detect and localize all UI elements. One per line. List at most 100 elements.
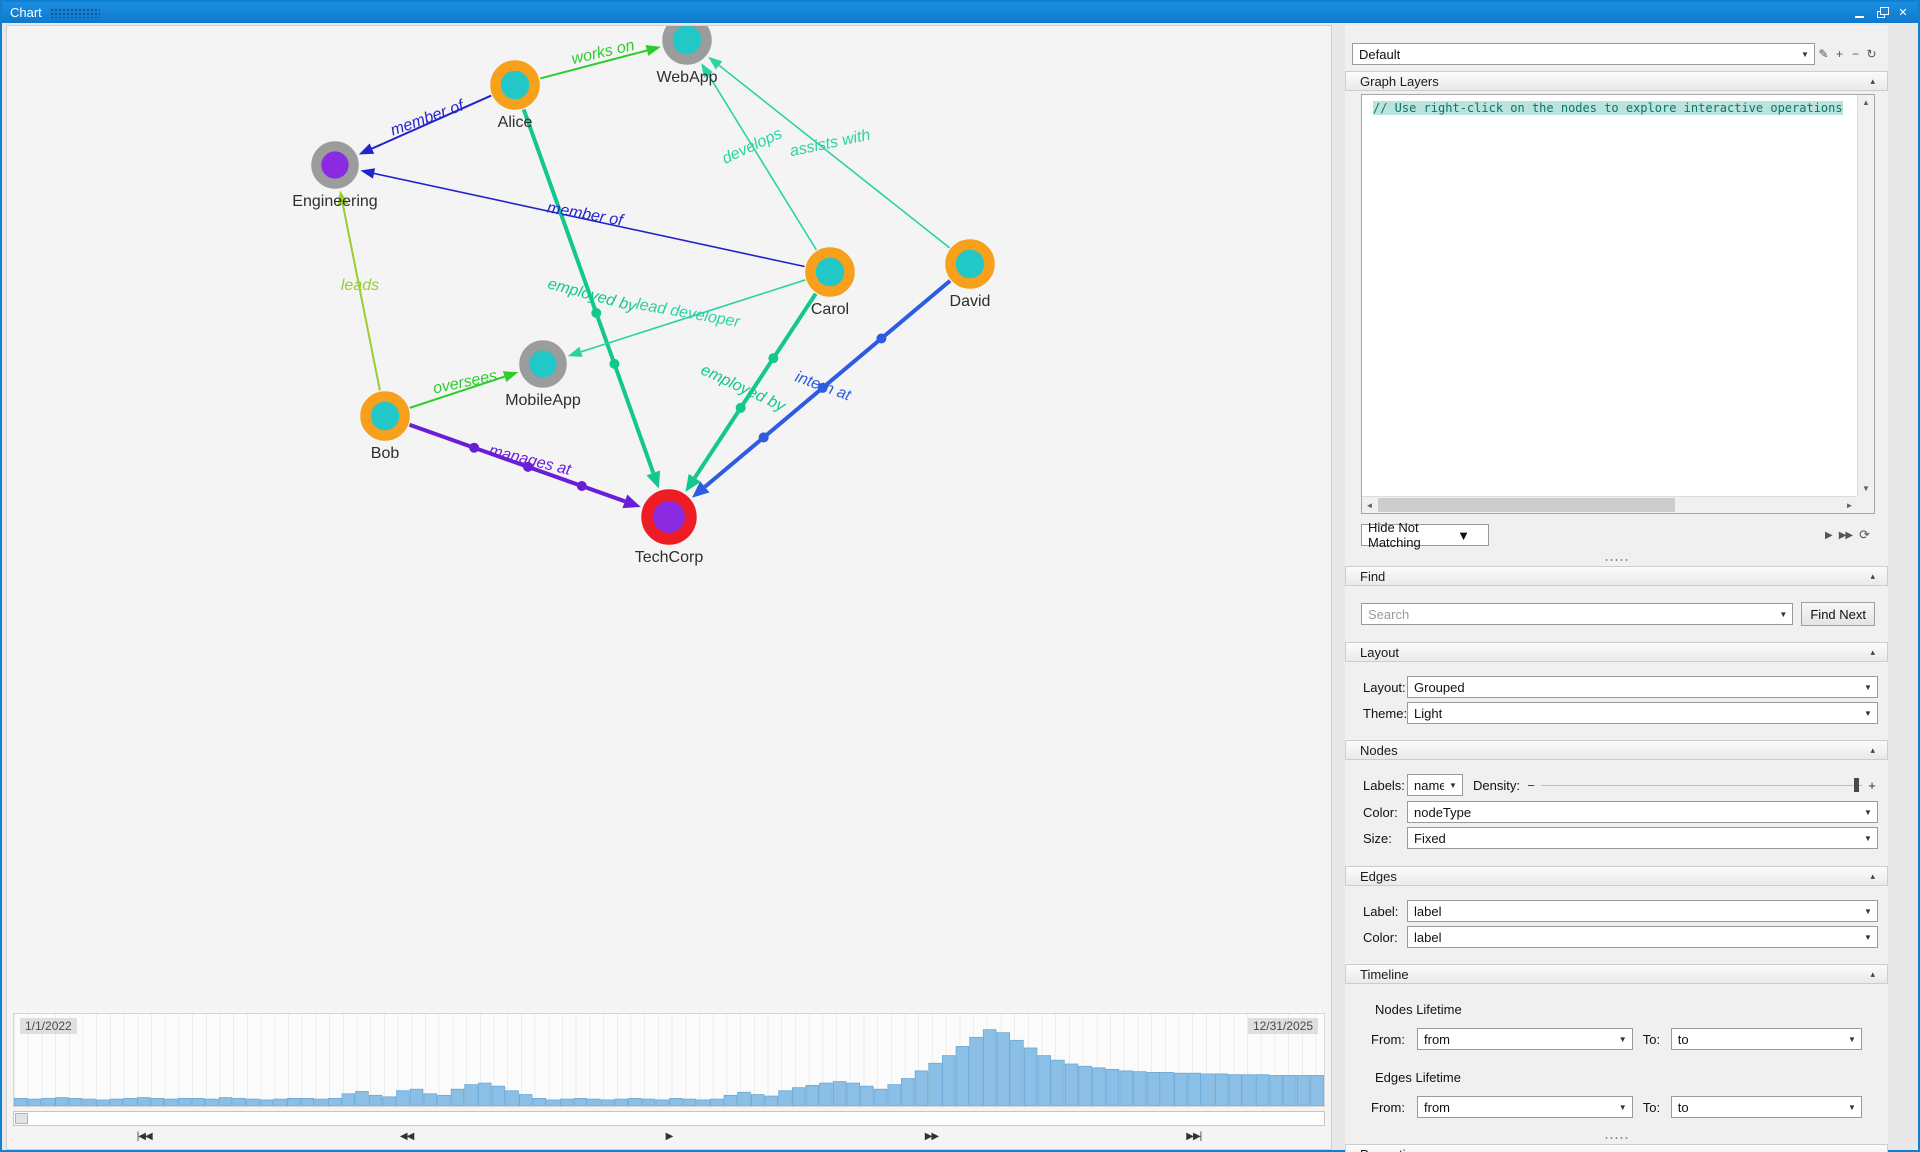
graph-node[interactable] bbox=[671, 26, 703, 56]
collapse-icon[interactable]: ▴ bbox=[1870, 1149, 1875, 1152]
node-size-select[interactable]: Fixed ▼ bbox=[1407, 827, 1878, 849]
graph-edge[interactable] bbox=[703, 279, 952, 489]
graph-node-ring[interactable] bbox=[490, 60, 540, 110]
titlebar[interactable]: Chart ✕ bbox=[2, 2, 1918, 23]
section-header-layout[interactable]: Layout ▴ bbox=[1345, 642, 1888, 662]
section-header-nodes[interactable]: Nodes ▴ bbox=[1345, 740, 1888, 760]
density-slider[interactable] bbox=[1541, 778, 1862, 792]
density-slider-thumb[interactable] bbox=[1854, 778, 1859, 792]
collapse-icon[interactable]: ▴ bbox=[1870, 870, 1875, 881]
scroll-down-icon[interactable]: ▼ bbox=[1862, 484, 1870, 493]
graph-node[interactable] bbox=[954, 248, 986, 280]
refresh-layer-icon[interactable]: ↻ bbox=[1866, 47, 1877, 61]
scroll-right-icon[interactable]: ► bbox=[1845, 500, 1854, 510]
density-increase-button[interactable]: + bbox=[1868, 777, 1876, 793]
section-header-edges[interactable]: Edges ▴ bbox=[1345, 866, 1888, 886]
scroll-left-icon[interactable]: ◄ bbox=[1365, 500, 1374, 510]
graph-node[interactable] bbox=[320, 150, 350, 180]
graph-node-ring[interactable] bbox=[360, 391, 410, 441]
graph-edge[interactable] bbox=[409, 375, 505, 409]
graph-node[interactable] bbox=[499, 69, 531, 101]
graph-layers-code-editor[interactable]: // Use right-click on the nodes to explo… bbox=[1361, 94, 1875, 514]
search-input[interactable]: Search ▼ bbox=[1361, 603, 1794, 625]
node-labels-select[interactable]: name ▼ bbox=[1407, 774, 1463, 796]
graph-edge[interactable] bbox=[373, 172, 805, 268]
collapse-icon[interactable]: ▴ bbox=[1870, 968, 1875, 979]
editor-horizontal-scrollbar[interactable]: ◄ ► bbox=[1362, 496, 1857, 513]
graph-node[interactable] bbox=[528, 349, 558, 379]
skip-end-button[interactable]: ▶▶| bbox=[1186, 1131, 1202, 1142]
graph-node[interactable] bbox=[651, 499, 687, 535]
timeline-scrollbar-thumb[interactable] bbox=[15, 1113, 28, 1124]
titlebar-drag-handle[interactable] bbox=[49, 7, 100, 18]
graph-edge[interactable] bbox=[693, 292, 818, 479]
histogram-bar bbox=[1037, 1055, 1051, 1106]
filter-row: Hide Not Matching ▼ ▶ ▶▶ ⟳ bbox=[1345, 520, 1888, 550]
graph-edge[interactable] bbox=[539, 49, 648, 80]
section-header-graph-layers[interactable]: Graph Layers ▴ bbox=[1345, 71, 1888, 91]
restore-button[interactable] bbox=[1871, 5, 1891, 21]
density-decrease-button[interactable]: − bbox=[1527, 777, 1535, 793]
graph-edge[interactable] bbox=[408, 422, 626, 504]
graph-node[interactable] bbox=[814, 256, 846, 288]
histogram-bar bbox=[982, 1029, 997, 1106]
play-button[interactable]: ▶ bbox=[665, 1131, 674, 1142]
horizontal-scrollbar-thumb[interactable] bbox=[1378, 498, 1675, 512]
graph-node-ring[interactable] bbox=[641, 489, 697, 545]
graph-node-ring[interactable] bbox=[805, 247, 855, 297]
node-color-select[interactable]: nodeType ▼ bbox=[1407, 801, 1878, 823]
dropdown-icon: ▼ bbox=[1445, 776, 1461, 794]
graph-edge[interactable] bbox=[718, 64, 951, 249]
collapse-icon[interactable]: ▴ bbox=[1870, 646, 1875, 657]
graph-edge[interactable] bbox=[521, 108, 656, 474]
edges-lifetime-to-select[interactable]: to ▼ bbox=[1670, 1096, 1862, 1118]
graph-edge[interactable] bbox=[371, 94, 492, 150]
rewind-button[interactable]: ◀◀ bbox=[399, 1131, 414, 1142]
collapse-icon[interactable]: ▴ bbox=[1870, 75, 1875, 86]
graph-node[interactable] bbox=[369, 400, 401, 432]
graph-node-ring[interactable] bbox=[662, 26, 712, 65]
remove-layer-icon[interactable]: − bbox=[1851, 47, 1859, 61]
layout-select[interactable]: Grouped ▼ bbox=[1407, 676, 1878, 698]
dropdown-icon: ▼ bbox=[1860, 803, 1876, 821]
theme-select[interactable]: Light ▼ bbox=[1407, 702, 1878, 724]
minimize-button[interactable] bbox=[1849, 5, 1869, 21]
horizontal-splitter[interactable] bbox=[1345, 1136, 1888, 1142]
edit-layer-icon[interactable]: ✎ bbox=[1818, 47, 1829, 61]
edge-label-select[interactable]: label ▼ bbox=[1407, 900, 1878, 922]
section-header-timeline[interactable]: Timeline ▴ bbox=[1345, 964, 1888, 984]
run-all-layers-icon[interactable]: ▶▶ bbox=[1838, 529, 1853, 541]
nodes-lifetime-to-select[interactable]: to ▼ bbox=[1670, 1028, 1862, 1050]
graph-edge[interactable] bbox=[341, 204, 381, 391]
editor-vertical-scrollbar[interactable]: ▲ ▼ bbox=[1857, 95, 1874, 496]
run-layer-icon[interactable]: ▶ bbox=[1825, 529, 1833, 541]
edge-waypoint-dot bbox=[876, 333, 887, 344]
auto-run-icon[interactable]: ⟳ bbox=[1859, 527, 1870, 542]
graph-canvas[interactable]: works on member of member of develops assist… bbox=[6, 25, 1332, 1150]
nodes-lifetime-from-select[interactable]: from ▼ bbox=[1417, 1028, 1633, 1050]
close-button[interactable]: ✕ bbox=[1893, 5, 1913, 21]
graph-edge[interactable] bbox=[707, 74, 818, 251]
find-next-button[interactable]: Find Next bbox=[1801, 602, 1875, 626]
timeline-scrollbar[interactable] bbox=[13, 1111, 1325, 1126]
graph-svg[interactable]: works on member of member of develops assist… bbox=[7, 26, 1331, 1149]
section-header-properties[interactable]: Properties ▴ bbox=[1345, 1144, 1888, 1152]
filter-mode-dropdown[interactable]: Hide Not Matching ▼ bbox=[1361, 520, 1489, 550]
graph-node-ring[interactable] bbox=[945, 239, 995, 289]
graph-node-ring[interactable] bbox=[519, 340, 567, 388]
collapse-icon[interactable]: ▴ bbox=[1870, 570, 1875, 581]
graph-edge[interactable] bbox=[580, 279, 806, 353]
fast-forward-button[interactable]: ▶▶ bbox=[924, 1131, 939, 1142]
horizontal-splitter[interactable] bbox=[1345, 558, 1888, 564]
scroll-up-icon[interactable]: ▲ bbox=[1862, 98, 1870, 107]
edge-color-select[interactable]: label ▼ bbox=[1407, 926, 1878, 948]
timeline-histogram[interactable]: 1/1/2022 12/31/2025 bbox=[13, 1013, 1325, 1107]
section-header-find[interactable]: Find ▴ bbox=[1345, 566, 1888, 586]
collapse-icon[interactable]: ▴ bbox=[1870, 744, 1875, 755]
graph-node-ring[interactable] bbox=[311, 141, 359, 189]
layer-select[interactable]: Default ▼ bbox=[1352, 43, 1815, 65]
edges-lifetime-from-select[interactable]: from ▼ bbox=[1417, 1096, 1633, 1118]
skip-start-button[interactable]: |◀◀ bbox=[136, 1131, 153, 1142]
add-layer-icon[interactable]: + bbox=[1835, 47, 1843, 61]
code-area[interactable]: // Use right-click on the nodes to explo… bbox=[1363, 96, 1856, 495]
